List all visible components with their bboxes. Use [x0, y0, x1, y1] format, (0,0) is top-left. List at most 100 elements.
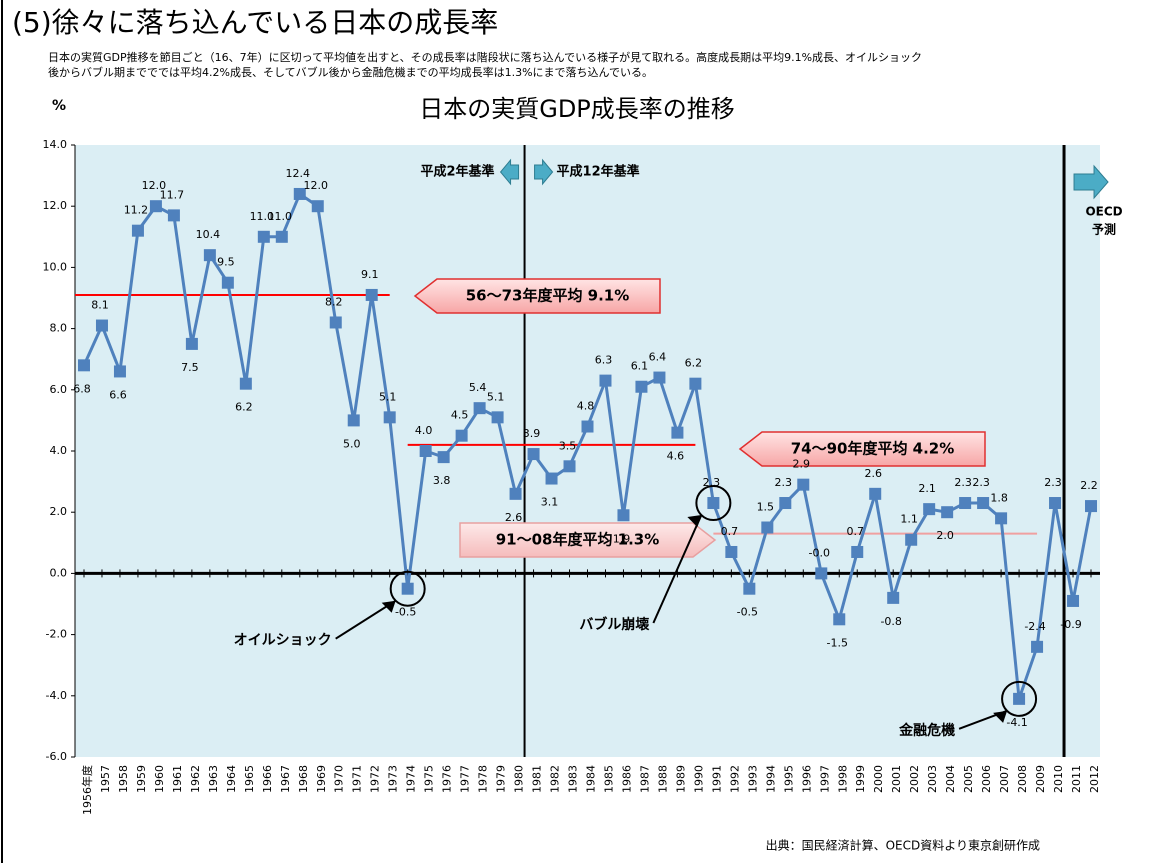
x-tick-label: 2006	[980, 765, 993, 793]
arrow-head	[687, 515, 702, 528]
divider-label: OECD	[1085, 205, 1122, 219]
y-tick-label: 14.0	[43, 138, 68, 151]
data-label: 5.1	[487, 390, 505, 403]
data-label: 7.5	[181, 361, 199, 374]
data-label: 9.1	[361, 268, 379, 281]
data-label: 2.3	[1044, 476, 1062, 489]
point-marker	[815, 567, 828, 580]
y-tick-label: 6.0	[50, 383, 68, 396]
divider-label: 平成2年基準	[421, 164, 495, 180]
x-tick-label: 1975	[423, 765, 436, 793]
event-label: オイルショック	[234, 633, 332, 649]
point-marker	[923, 503, 936, 516]
data-label: 0.7	[721, 525, 739, 538]
y-tick-label: 10.0	[43, 260, 68, 273]
point-marker	[293, 187, 306, 200]
data-label: 5.4	[469, 381, 487, 394]
data-label: 4.6	[667, 450, 685, 463]
chart-title: 日本の実質GDP成長率の推移	[419, 95, 735, 123]
x-tick-label: 1960	[153, 765, 166, 793]
slide-title: (5)徐々に落ち込んでいる日本の成長率	[12, 6, 498, 39]
x-tick-label: 1992	[728, 765, 741, 793]
data-label: -0.5	[737, 606, 758, 619]
event-label: 金融危機	[898, 722, 955, 739]
average-label: 74～90年度平均 4.2%	[791, 440, 955, 458]
x-tick-label: 1977	[459, 765, 472, 793]
point-marker	[887, 591, 900, 604]
point-marker	[653, 371, 666, 384]
point-marker	[1049, 497, 1062, 510]
x-tick-label: 1969	[315, 765, 328, 793]
x-tick-label: 1997	[818, 765, 831, 793]
x-tick-label: 2004	[944, 765, 957, 793]
data-label: 2.3	[775, 476, 793, 489]
x-tick-label: 1962	[189, 765, 202, 793]
x-tick-label: 1970	[333, 765, 346, 793]
point-marker	[149, 200, 162, 213]
data-label: 2.3	[954, 476, 972, 489]
y-tick-label: 12.0	[43, 199, 68, 212]
description: 日本の実質GDP推移を節目ごと（16、7年）に区切って平均値を出すと、その成長率…	[48, 50, 922, 64]
y-tick-label: -2.0	[46, 628, 67, 641]
point-marker	[563, 460, 576, 473]
point-marker	[221, 276, 234, 289]
x-tick-label: 1986	[620, 765, 633, 793]
point-marker	[131, 224, 144, 237]
x-tick-label: 1981	[531, 765, 544, 793]
x-tick-label: 2012	[1088, 765, 1101, 793]
y-unit: %	[52, 98, 66, 114]
y-tick-label: 8.0	[50, 322, 68, 335]
x-tick-label: 1964	[225, 765, 238, 793]
x-tick-label: 1956年度	[80, 765, 94, 815]
data-label: 2.9	[793, 458, 811, 471]
y-tick-label: 2.0	[50, 505, 68, 518]
point-marker	[1031, 640, 1044, 653]
event-label: バブル崩壊	[579, 616, 650, 633]
x-tick-label: 2005	[962, 765, 975, 793]
divider-label: 予測	[1092, 222, 1116, 237]
data-label: 2.6	[864, 467, 882, 480]
point-marker	[257, 230, 270, 243]
y-tick-label: -4.0	[46, 689, 67, 702]
x-tick-label: 2007	[998, 765, 1011, 793]
data-label: 3.1	[541, 496, 559, 509]
point-marker	[1013, 692, 1026, 705]
x-tick-label: 1987	[638, 765, 651, 793]
point-marker	[167, 209, 180, 222]
arrow-icon	[1073, 164, 1109, 200]
data-label: 10.4	[196, 228, 221, 241]
point-marker	[437, 451, 450, 464]
point-marker	[1085, 500, 1098, 513]
arrow-icon	[499, 158, 520, 186]
point-marker	[743, 582, 756, 595]
data-label: 4.5	[451, 409, 469, 422]
x-tick-label: 2002	[908, 765, 921, 793]
point-marker	[833, 613, 846, 626]
data-label: 2.0	[936, 529, 954, 542]
y-tick-label: 4.0	[50, 444, 68, 457]
point-marker	[509, 487, 522, 500]
x-tick-label: 1973	[387, 765, 400, 793]
data-label: 11.0	[268, 210, 293, 223]
x-tick-label: 1995	[782, 765, 795, 793]
data-label: -0.9	[1060, 618, 1081, 631]
x-tick-label: 1996	[800, 765, 813, 793]
point-marker	[455, 429, 468, 442]
x-tick-label: 1985	[602, 765, 615, 793]
arrow-head	[381, 600, 396, 613]
data-label: 11.7	[160, 188, 185, 201]
average-box	[413, 278, 661, 314]
point-marker	[77, 359, 90, 372]
x-tick-label: 2003	[926, 765, 939, 793]
point-marker	[473, 402, 486, 415]
point-marker	[761, 521, 774, 534]
x-tick-label: 1982	[549, 765, 562, 793]
x-tick-label: 1963	[207, 765, 220, 793]
x-tick-label: 1968	[297, 765, 310, 793]
point-marker	[977, 497, 990, 510]
x-tick-label: 2001	[890, 765, 903, 793]
point-marker	[365, 288, 378, 301]
data-label: -4.1	[1006, 716, 1027, 729]
x-tick-label: 1971	[351, 765, 364, 793]
